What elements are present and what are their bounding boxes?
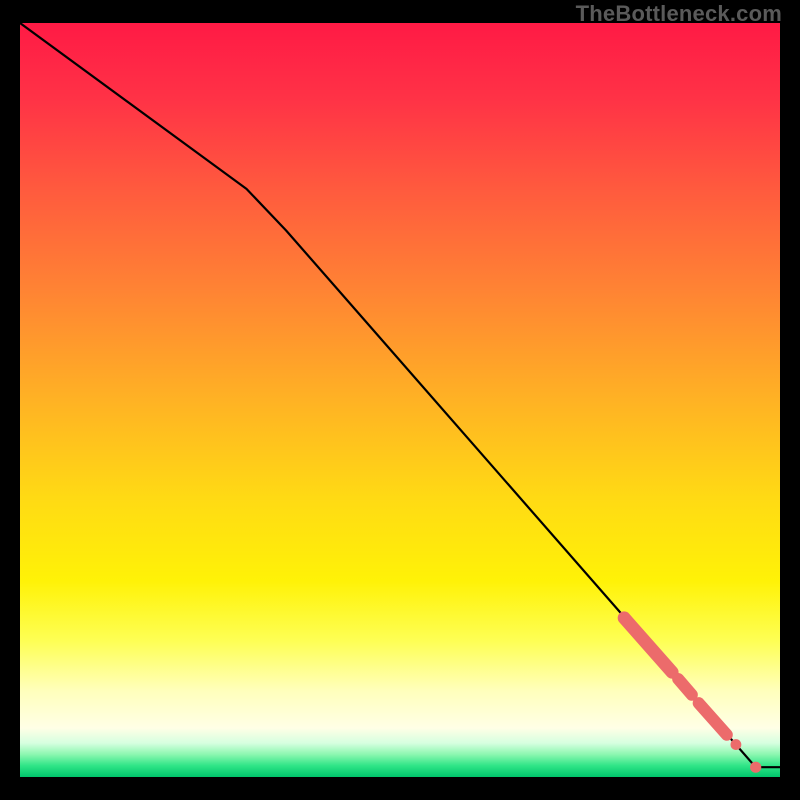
watermark-text: TheBottleneck.com [576, 1, 782, 27]
chart-canvas [20, 23, 780, 777]
marker-dot [731, 739, 742, 750]
marker-dot [750, 762, 761, 773]
